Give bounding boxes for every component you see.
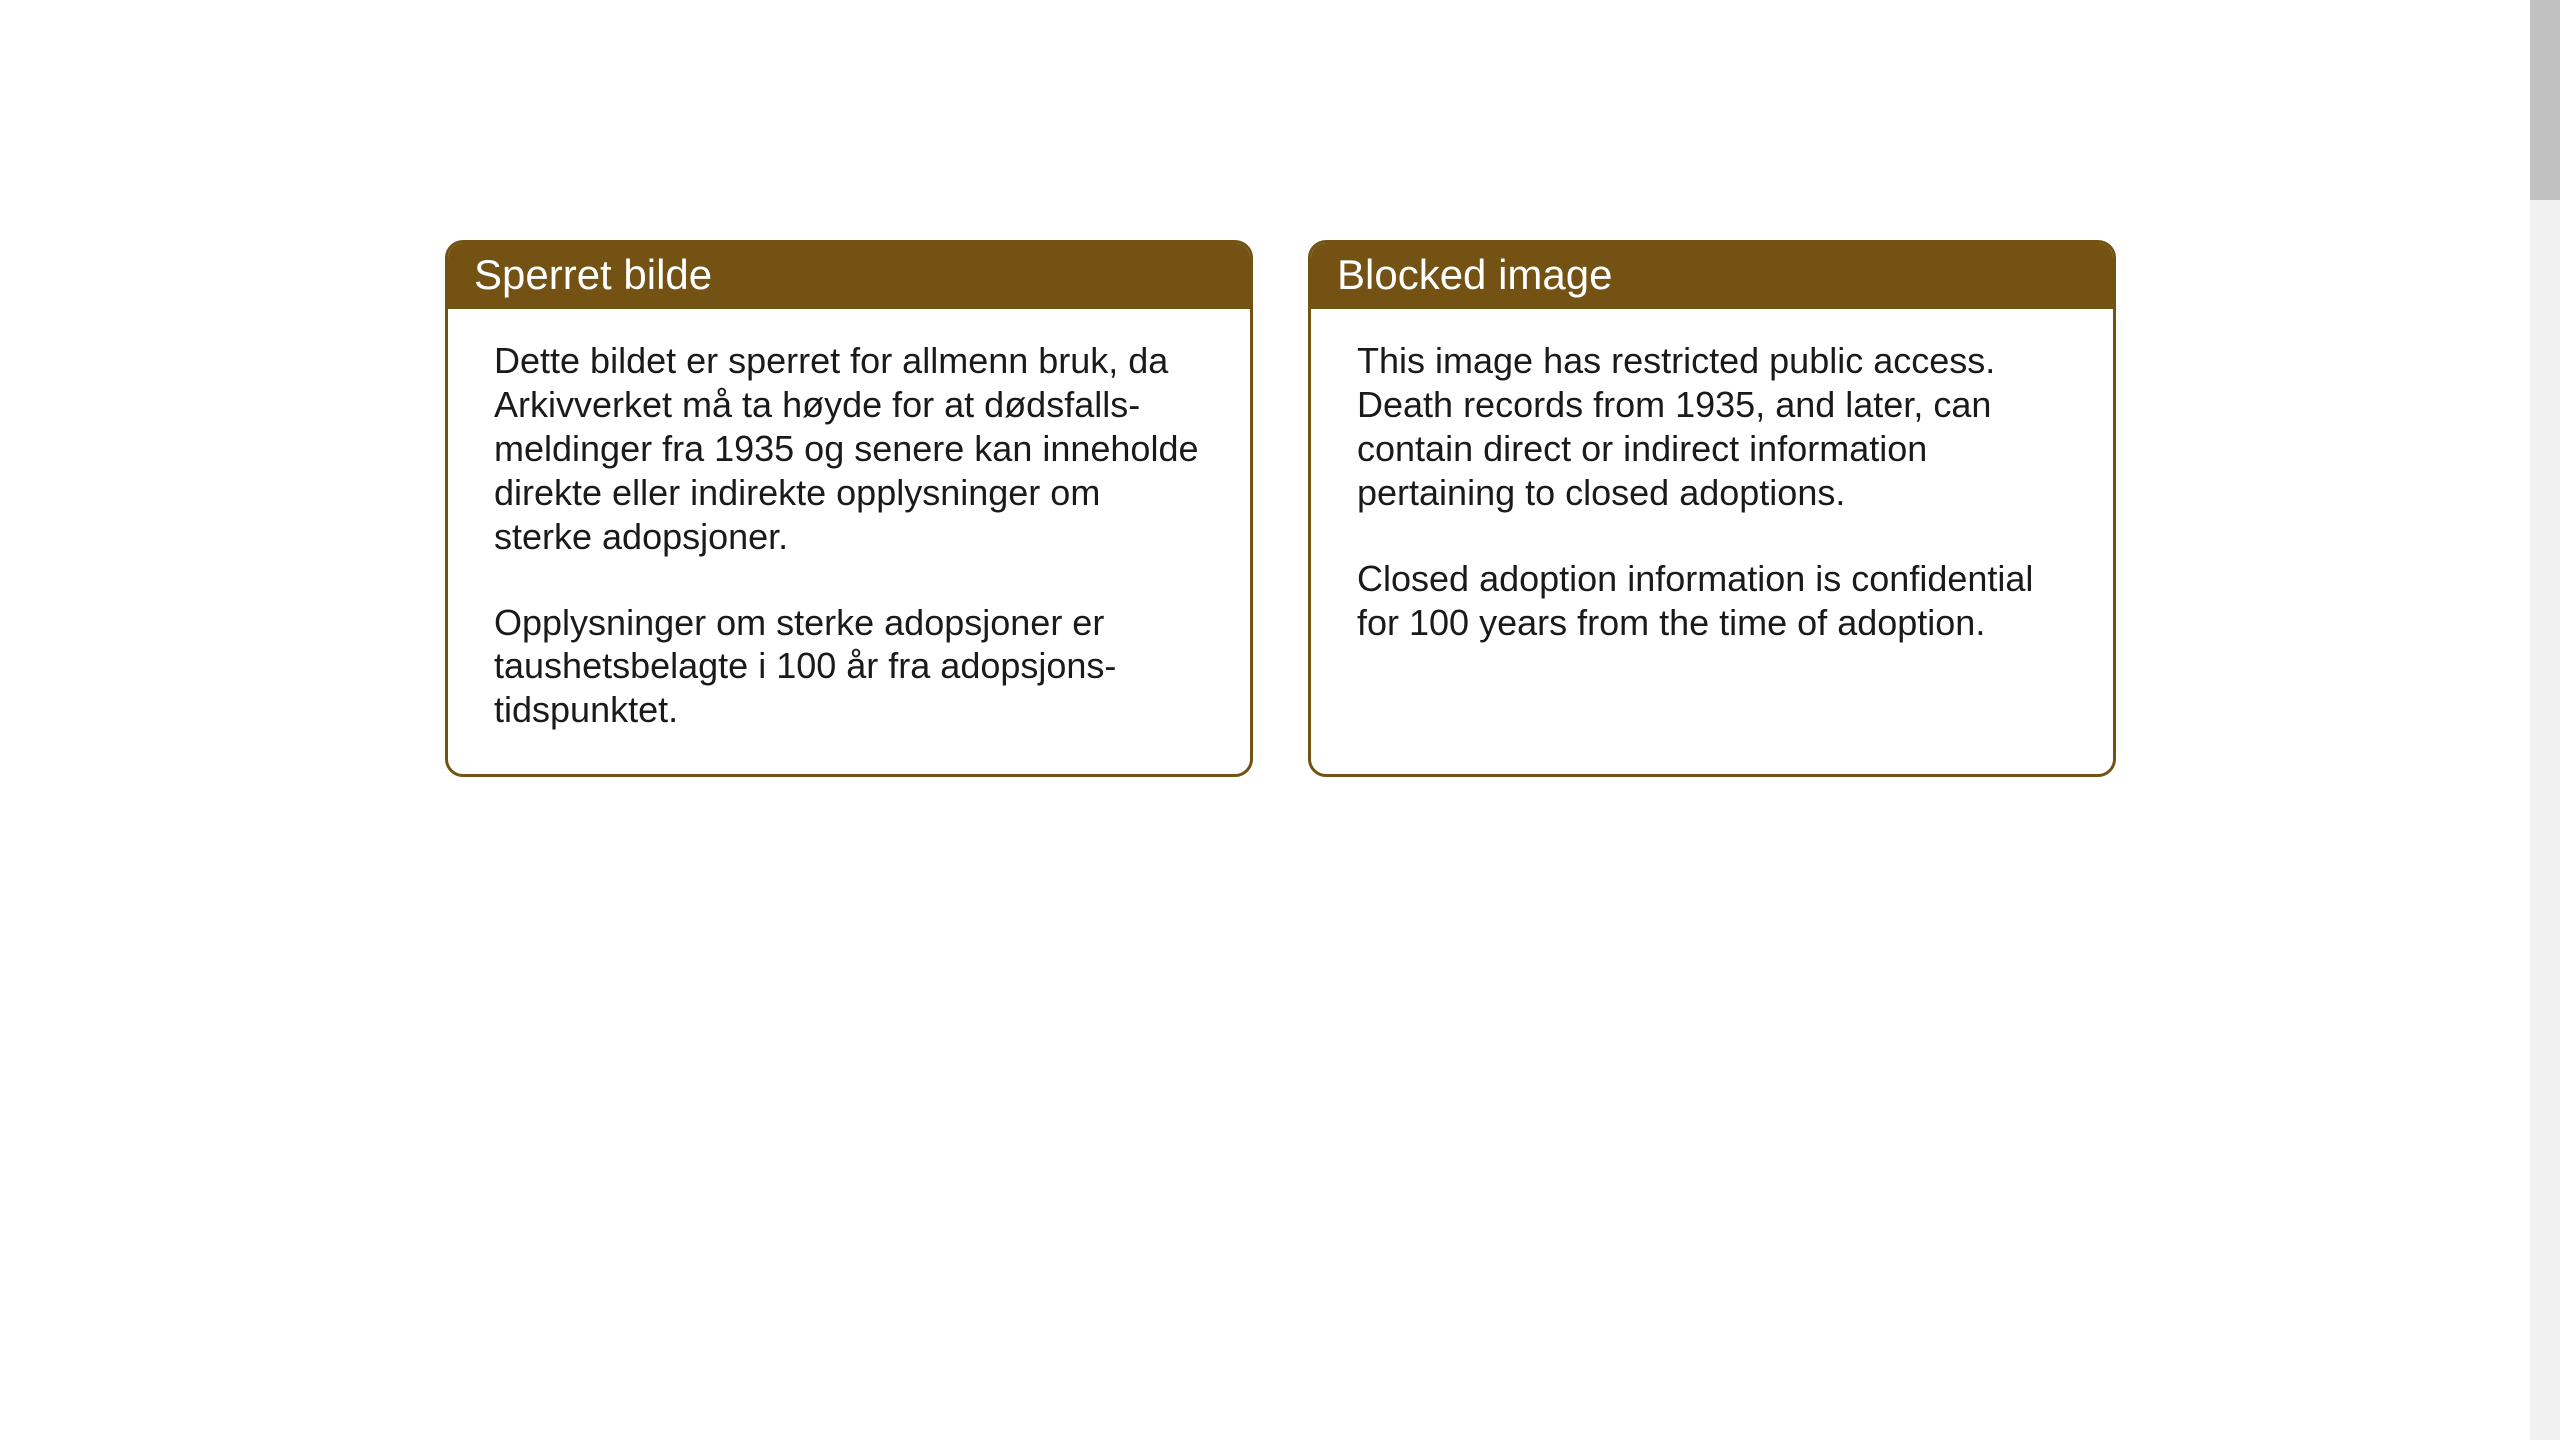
card-header-norwegian: Sperret bilde [448,243,1250,309]
card-header-english: Blocked image [1311,243,2113,309]
cards-container: Sperret bilde Dette bildet er sperret fo… [445,240,2116,777]
vertical-scrollbar[interactable] [2530,0,2560,1440]
card-body-english: This image has restricted public access.… [1311,309,2113,686]
card-title-english: Blocked image [1337,251,1612,298]
card-english: Blocked image This image has restricted … [1308,240,2116,777]
card-body-norwegian: Dette bildet er sperret for allmenn bruk… [448,309,1250,774]
scrollbar-thumb[interactable] [2530,0,2560,200]
card-paragraph-1-norwegian: Dette bildet er sperret for allmenn bruk… [494,339,1208,559]
card-norwegian: Sperret bilde Dette bildet er sperret fo… [445,240,1253,777]
card-paragraph-2-english: Closed adoption information is confident… [1357,557,2071,645]
card-title-norwegian: Sperret bilde [474,251,712,298]
card-paragraph-2-norwegian: Opplysninger om sterke adopsjoner er tau… [494,601,1208,733]
card-paragraph-1-english: This image has restricted public access.… [1357,339,2071,515]
